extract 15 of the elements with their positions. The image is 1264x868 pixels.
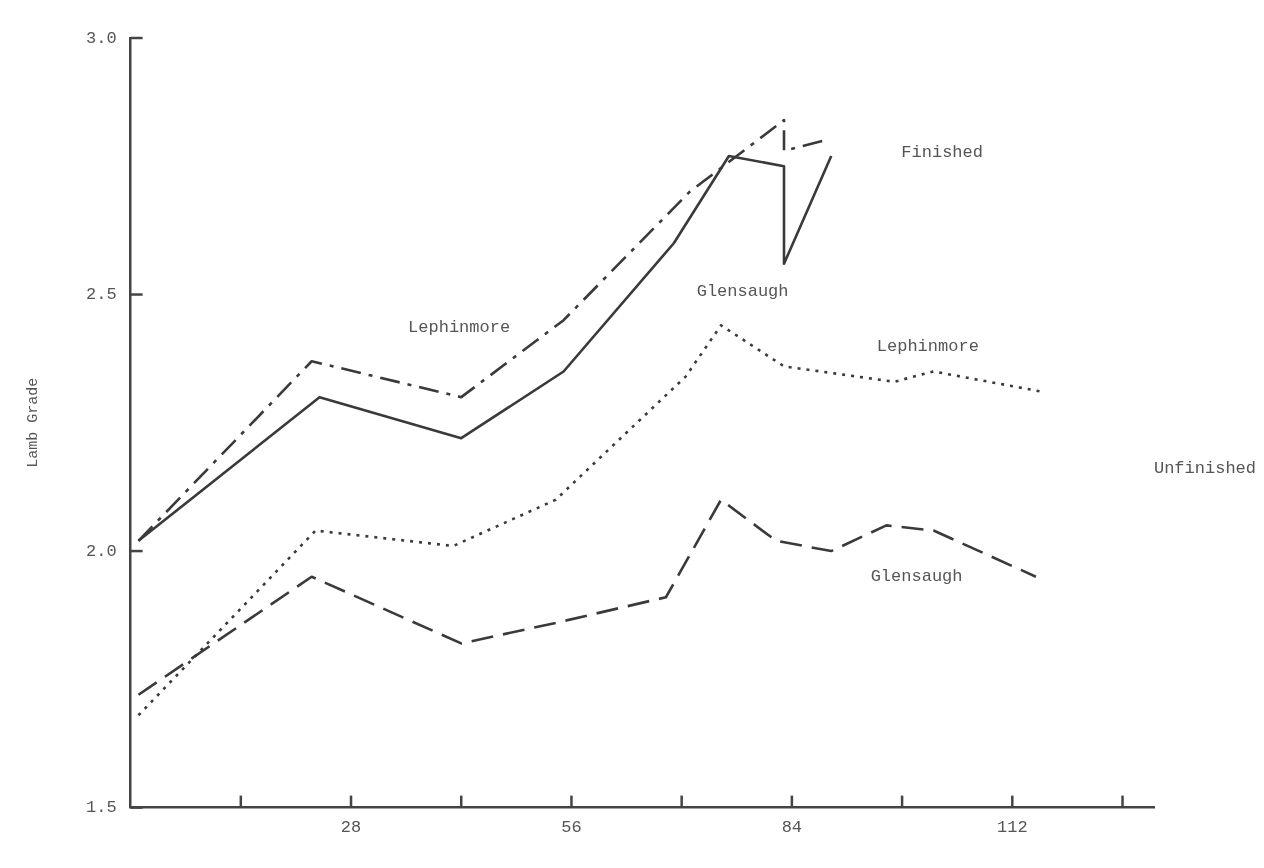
annotation: Finished bbox=[901, 143, 983, 163]
y-tick-label: 3.0 bbox=[86, 28, 117, 48]
annotation: Unfinished bbox=[1153, 459, 1256, 479]
y-tick-label: 1.5 bbox=[86, 798, 117, 818]
x-tick-label: 112 bbox=[996, 818, 1028, 838]
y-tick-label: 2.0 bbox=[86, 541, 117, 561]
annotation: Glensaugh bbox=[870, 567, 963, 587]
x-tick-label: 28 bbox=[340, 818, 362, 838]
annotation: Lephinmore bbox=[876, 337, 979, 357]
annotation: Glensaugh bbox=[696, 282, 789, 302]
x-tick-label: 84 bbox=[781, 818, 803, 838]
annotation: Lephinmore bbox=[408, 317, 511, 337]
x-tick-label: 56 bbox=[561, 818, 582, 838]
y-axis-title: Lamb Grade bbox=[24, 377, 42, 468]
y-tick-label: 2.5 bbox=[86, 285, 117, 305]
